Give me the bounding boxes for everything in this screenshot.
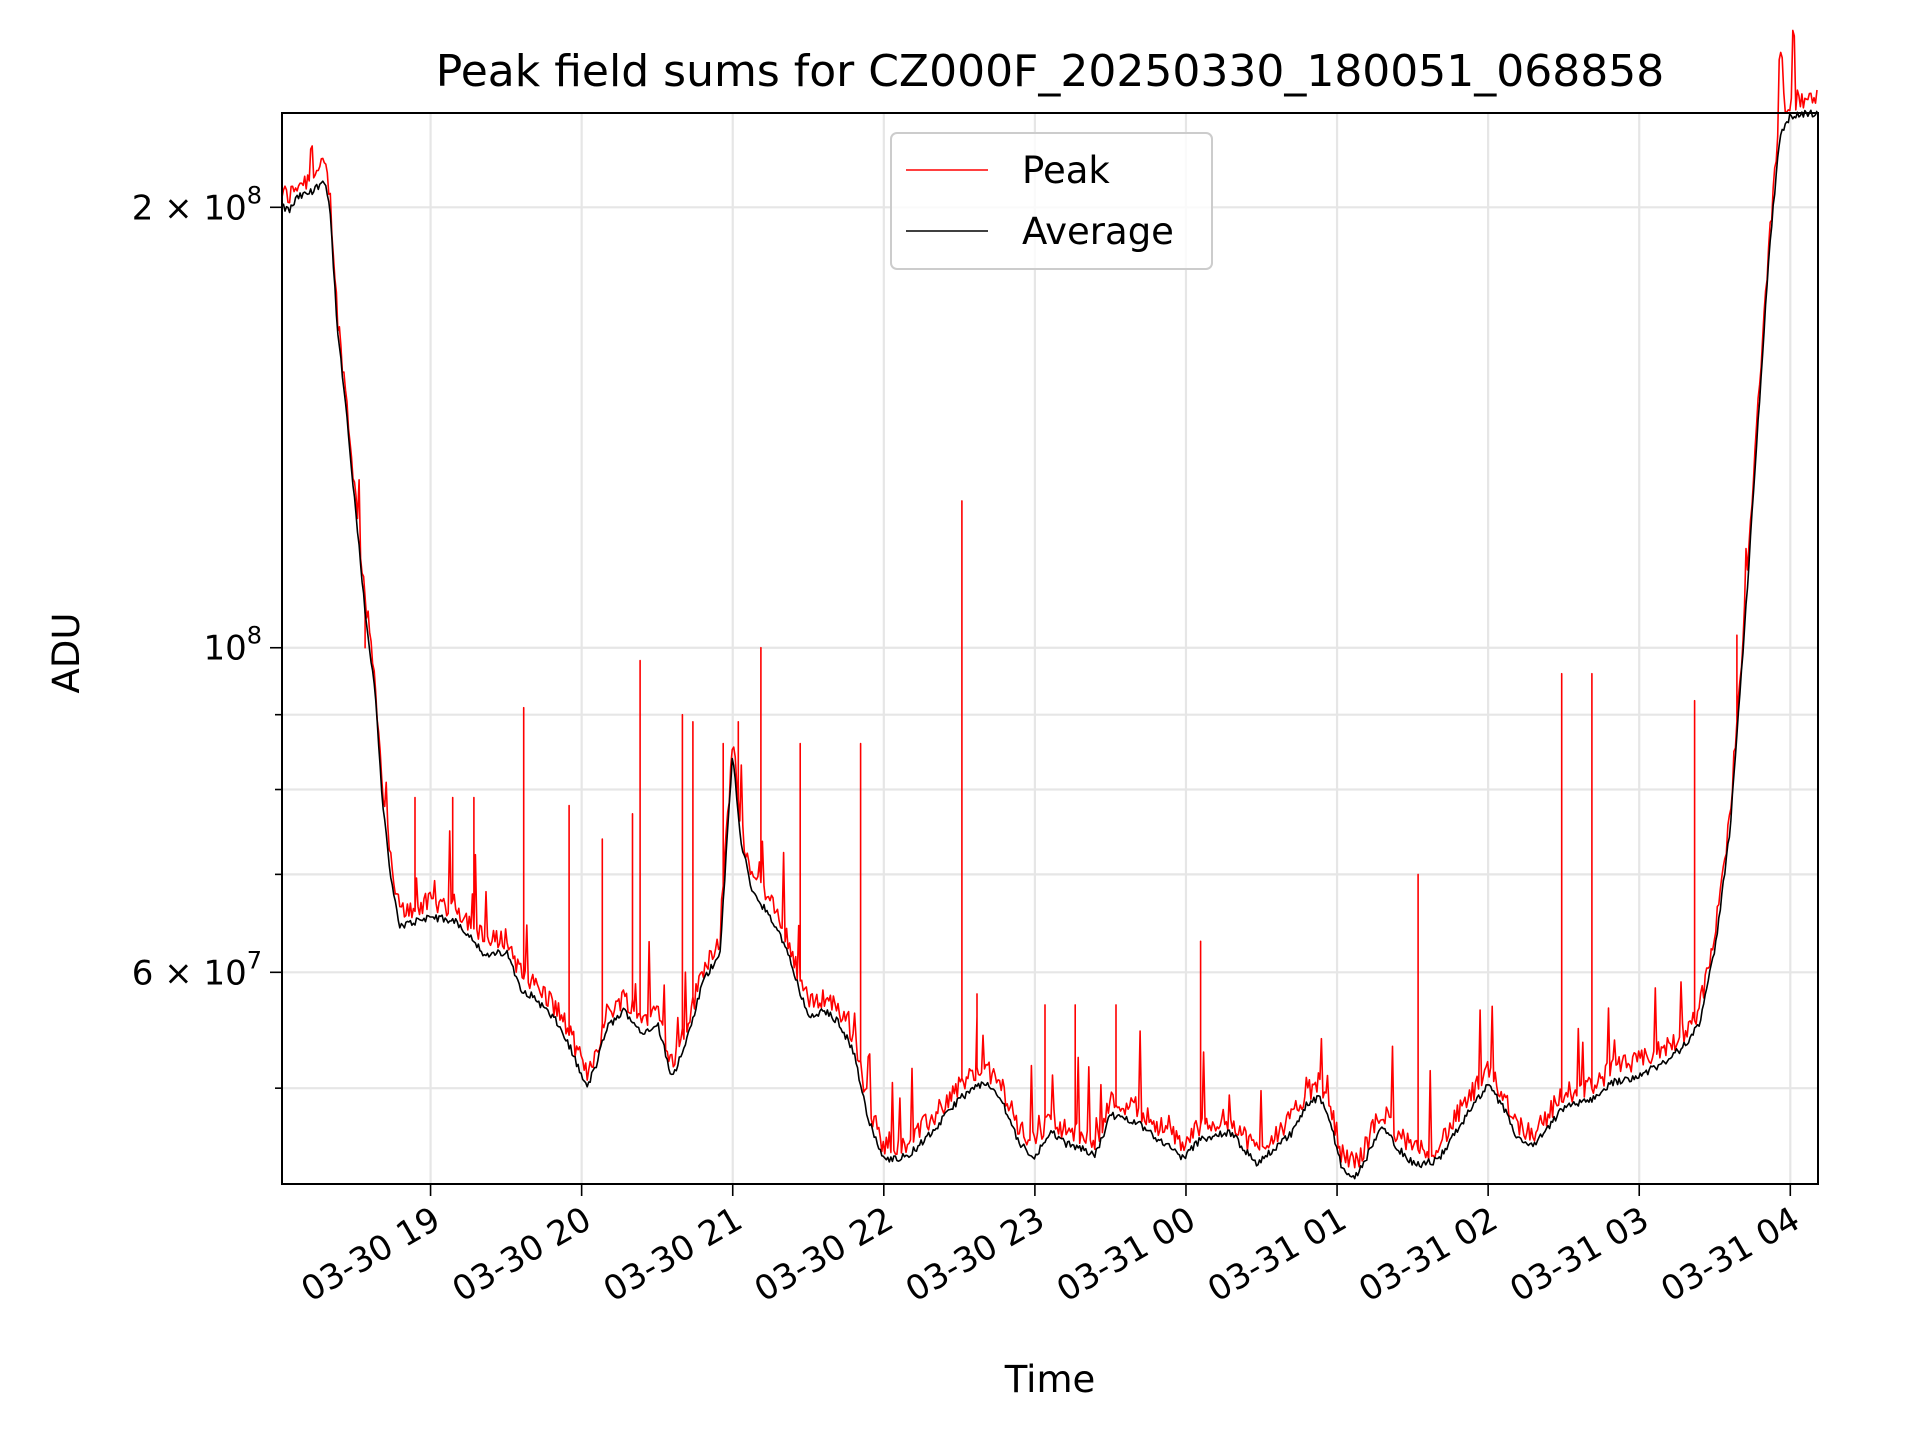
x-axis-label: Time bbox=[1004, 1358, 1096, 1401]
y-tick-label: 108 bbox=[203, 622, 262, 669]
plot-frame bbox=[281, 112, 1819, 1185]
y-axis-label: ADU bbox=[45, 613, 88, 694]
series-line-peak bbox=[281, 29, 1818, 1169]
chart-title: Peak field sums for CZ000F_20250330_1800… bbox=[436, 46, 1665, 97]
legend-label-average: Average bbox=[1022, 210, 1174, 253]
y-tick-label: 6 × 107 bbox=[132, 946, 262, 993]
legend-label-peak: Peak bbox=[1022, 149, 1110, 192]
legend-box bbox=[890, 132, 1213, 270]
grid-layer bbox=[282, 113, 1818, 1184]
legend: Peak Average bbox=[890, 132, 1213, 270]
series-line-average bbox=[281, 109, 1818, 1180]
y-tick-label: 2 × 108 bbox=[132, 181, 262, 228]
series-layer bbox=[281, 29, 1818, 1180]
